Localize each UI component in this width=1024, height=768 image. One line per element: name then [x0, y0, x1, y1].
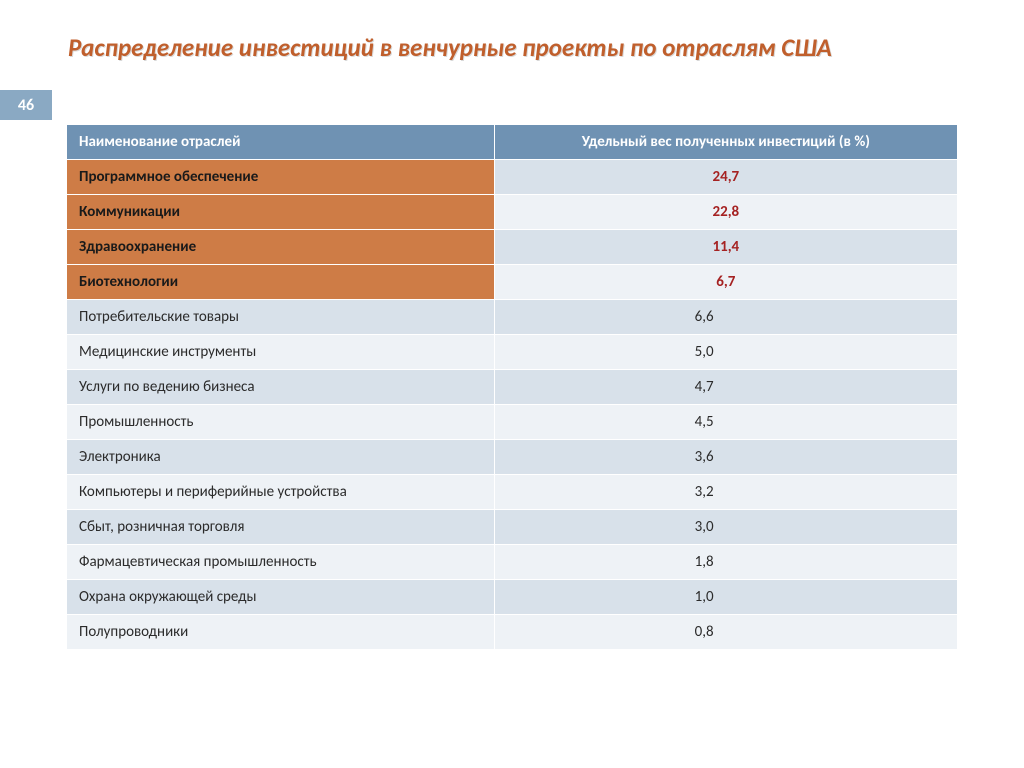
row-name: Фармацевтическая промышленность: [67, 545, 495, 580]
row-name: Промышленность: [67, 405, 495, 440]
table-row: Услуги по ведению бизнеса4,7: [67, 370, 958, 405]
row-value: 4,7: [494, 370, 957, 405]
column-header-value: Удельный вес полученных инвестиций (в %): [494, 125, 957, 160]
row-name: Охрана окружающей среды: [67, 580, 495, 615]
table-row: Электроника3,6: [67, 440, 958, 475]
row-name: Биотехнологии: [67, 265, 495, 300]
row-name: Сбыт, розничная торговля: [67, 510, 495, 545]
table-row: Потребительские товары6,6: [67, 300, 958, 335]
row-name: Потребительские товары: [67, 300, 495, 335]
table-row: Биотехнологии6,7: [67, 265, 958, 300]
row-name: Здравоохранение: [67, 230, 495, 265]
row-name: Программное обеспечение: [67, 160, 495, 195]
table-header-row: Наименование отраслей Удельный вес получ…: [67, 125, 958, 160]
row-value: 22,8: [494, 195, 957, 230]
row-value: 24,7: [494, 160, 957, 195]
table-row: Охрана окружающей среды1,0: [67, 580, 958, 615]
slide-number-badge: 46: [0, 90, 52, 120]
row-value: 6,6: [494, 300, 957, 335]
table-row: Фармацевтическая промышленность1,8: [67, 545, 958, 580]
row-name: Компьютеры и периферийные устройства: [67, 475, 495, 510]
slide-number: 46: [18, 96, 34, 115]
investment-table: Наименование отраслей Удельный вес получ…: [66, 124, 958, 650]
row-value: 4,5: [494, 405, 957, 440]
table-row: Полупроводники0,8: [67, 615, 958, 650]
row-value: 6,7: [494, 265, 957, 300]
table-row: Сбыт, розничная торговля3,0: [67, 510, 958, 545]
row-value: 3,0: [494, 510, 957, 545]
row-value: 3,2: [494, 475, 957, 510]
investment-table-container: Наименование отраслей Удельный вес получ…: [66, 124, 958, 650]
row-name: Медицинские инструменты: [67, 335, 495, 370]
table-row: Компьютеры и периферийные устройства3,2: [67, 475, 958, 510]
row-name: Электроника: [67, 440, 495, 475]
row-name: Полупроводники: [67, 615, 495, 650]
row-value: 11,4: [494, 230, 957, 265]
slide-title: Распределение инвестиций в венчурные про…: [68, 32, 958, 63]
row-value: 5,0: [494, 335, 957, 370]
table-row: Промышленность4,5: [67, 405, 958, 440]
table-row: Медицинские инструменты5,0: [67, 335, 958, 370]
column-header-name: Наименование отраслей: [67, 125, 495, 160]
row-value: 1,8: [494, 545, 957, 580]
row-name: Коммуникации: [67, 195, 495, 230]
row-value: 0,8: [494, 615, 957, 650]
row-value: 1,0: [494, 580, 957, 615]
table-row: Программное обеспечение24,7: [67, 160, 958, 195]
table-row: Здравоохранение11,4: [67, 230, 958, 265]
row-name: Услуги по ведению бизнеса: [67, 370, 495, 405]
row-value: 3,6: [494, 440, 957, 475]
table-row: Коммуникации22,8: [67, 195, 958, 230]
